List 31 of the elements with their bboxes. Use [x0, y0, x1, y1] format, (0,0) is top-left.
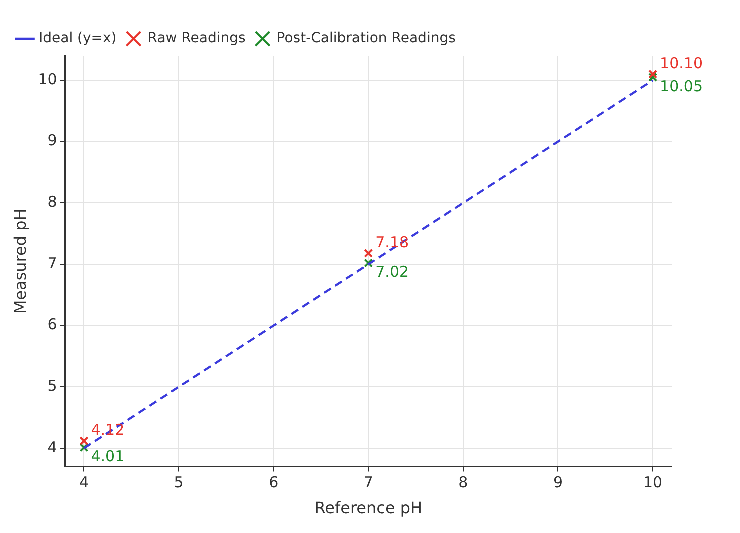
data-label: 7.02: [376, 263, 410, 282]
y-tick-label: 9: [48, 132, 58, 150]
data-label: 4.01: [91, 448, 125, 466]
data-label: 10.10: [660, 54, 703, 72]
point: [648, 72, 658, 82]
y-tick-label: 10: [38, 70, 58, 88]
data-label: 4.12: [91, 420, 125, 439]
legend-label: Post-Calibration Readings: [276, 30, 456, 47]
x-tick-label: 4: [79, 474, 90, 492]
x-axis-title: Reference pH: [314, 498, 423, 518]
x-tick-label: 5: [174, 474, 184, 492]
legend-label: Raw Readings: [148, 30, 246, 47]
y-tick-label: 8: [48, 193, 58, 212]
x-tick-label: 8: [458, 474, 468, 492]
legend-label: Ideal (y=x): [39, 30, 117, 47]
x-tick-label: 6: [269, 474, 279, 492]
x-tick-label: 9: [553, 474, 564, 492]
point: [364, 258, 374, 268]
point: [648, 70, 658, 79]
y-tick-label: 7: [48, 254, 58, 272]
x-tick-label: 7: [364, 474, 374, 492]
point: [80, 436, 89, 446]
data-label: 7.18: [376, 233, 410, 252]
y-tick-label: 6: [48, 316, 58, 334]
point: [364, 248, 374, 258]
y-tick-label: 5: [48, 376, 58, 395]
point: [80, 443, 89, 452]
y-tick-label: 4: [48, 438, 58, 456]
x-tick-label: 10: [643, 474, 663, 492]
y-axis-title: Measured pH: [10, 208, 30, 314]
data-label: 10.05: [660, 77, 703, 96]
